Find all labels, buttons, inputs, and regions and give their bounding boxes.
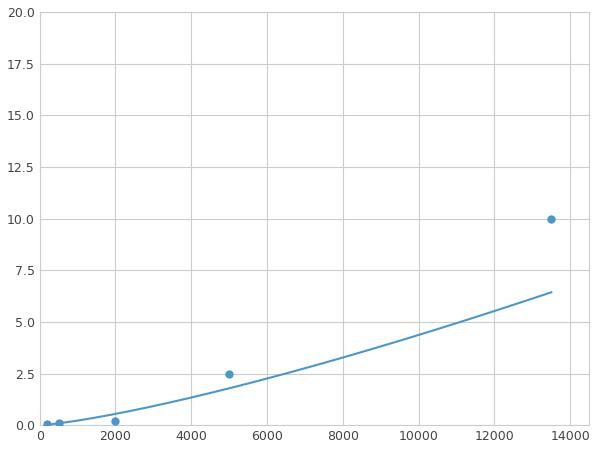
Point: [43, 421, 52, 428]
Point: [54, 419, 64, 427]
Point: [547, 215, 556, 222]
Point: [110, 418, 120, 425]
Point: [224, 370, 234, 377]
